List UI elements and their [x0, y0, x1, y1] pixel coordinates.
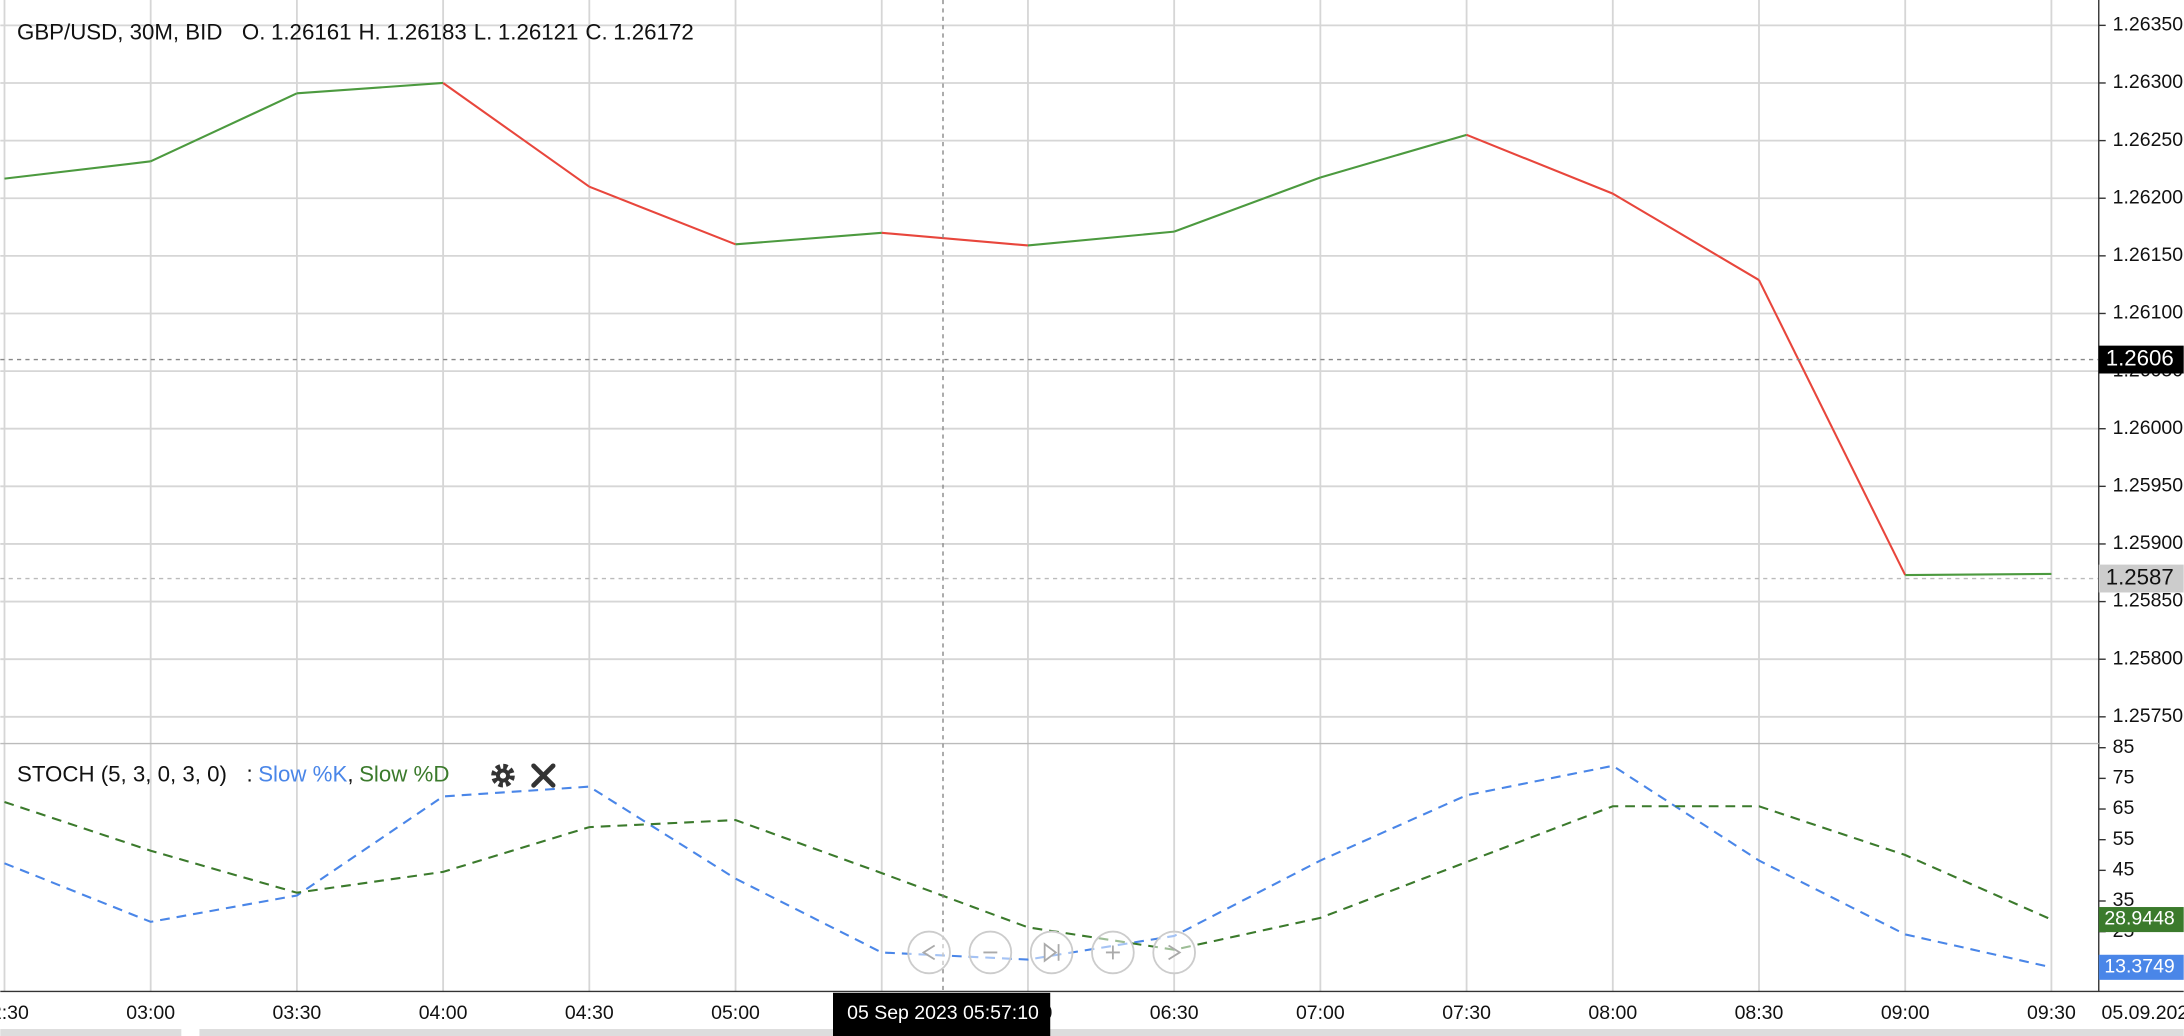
- x-tick-label: 05:00: [711, 1002, 760, 1024]
- scrollbar[interactable]: [0, 1029, 182, 1036]
- plot: [0, 81, 2099, 969]
- stoch-line: [4, 764, 2052, 969]
- y-tick-label: 85: [2113, 736, 2135, 758]
- scroll-left-button[interactable]: [907, 930, 951, 975]
- ohlc-value: 1.26161: [271, 19, 352, 44]
- gear-hole[interactable]: [499, 772, 507, 779]
- price-segment: [1758, 279, 1907, 576]
- y-tick-label: 1.26200: [2113, 186, 2184, 208]
- comma: ,: [347, 761, 353, 786]
- y-tick-label: 1.26150: [2113, 244, 2184, 266]
- ohlc-value: 1.26183: [386, 19, 467, 44]
- x-tick-label: 03:00: [126, 1002, 175, 1024]
- legend-entry: Slow %D: [359, 761, 449, 786]
- y-tick-label: 1.26300: [2113, 71, 2184, 93]
- price-segment: [1612, 192, 1760, 281]
- chart-header: GBP/USD, 30M, BID O. 1.26161 H. 1.26183 L. 1.2…: [17, 19, 694, 44]
- x-tick-label: 08:00: [1588, 1002, 1637, 1024]
- separator: :: [246, 761, 252, 786]
- date-label: 05.09.2023: [2102, 1002, 2184, 1024]
- price-segment: [735, 231, 882, 246]
- crosshair-time-box: [833, 992, 1051, 1036]
- price-segment: [4, 160, 151, 180]
- indicator-header: STOCH (5, 3, 0, 3, 0): Slow %K, Slow %D: [17, 761, 449, 786]
- close-button[interactable]: [531, 763, 556, 788]
- last-price-label: 1.2587: [2106, 564, 2174, 589]
- price-segment: [1466, 133, 1614, 195]
- x-tick-label: 09:30: [2027, 1002, 2076, 1024]
- crosshair-time-label: 05 Sep 2023 05:57:10: [847, 1002, 1039, 1024]
- x-tick-label: 02:30: [0, 1002, 29, 1024]
- x-tick-label: 06:30: [1150, 1002, 1199, 1024]
- last-value-label: 28.9448: [2104, 908, 2174, 930]
- crosshair-price-label: 1.2606: [2106, 345, 2174, 370]
- scroll-right-button[interactable]: [1152, 930, 1196, 975]
- price-segment: [1320, 133, 1467, 179]
- chart-title: GBP/USD, 30M, BID: [17, 19, 222, 44]
- ohlc-value: 1.26172: [613, 19, 694, 44]
- last-value-box: [2098, 954, 2184, 980]
- settings-button[interactable]: [491, 763, 515, 788]
- last-price-box: [2098, 564, 2184, 593]
- y-tick-label: 1.26000: [2113, 417, 2184, 439]
- y-tick-label: 1.25900: [2113, 532, 2184, 554]
- gear[interactable]: [491, 763, 515, 788]
- y-tick-label: 35: [2113, 889, 2135, 911]
- legend-entry: Slow %K: [258, 761, 347, 786]
- y-tick-label: 1.26100: [2113, 302, 2184, 324]
- x-tick-label: 07:00: [1296, 1002, 1345, 1024]
- price-segment: [1027, 230, 1175, 247]
- x-tick-label: 04:00: [419, 1002, 468, 1024]
- y-tick-label: 1.26250: [2113, 129, 2184, 151]
- indicator-title: STOCH (5, 3, 0, 3, 0): [17, 761, 227, 786]
- ohlc-label: L.: [474, 19, 493, 44]
- last-value-box: [2098, 907, 2184, 933]
- price-segment: [588, 185, 736, 246]
- grid: [0, 0, 2099, 992]
- crosshair-price-box: [2098, 345, 2184, 374]
- stoch-line: [4, 800, 2052, 951]
- y-tick-label: 65: [2113, 797, 2135, 819]
- ohlc-label: H.: [358, 19, 380, 44]
- scrollbar-track[interactable]: [199, 1029, 2184, 1036]
- axis-labels: 02:3003:0003:3004:0004:3005:0005:3006:00…: [0, 14, 2184, 1036]
- y-tick-label: 55: [2113, 828, 2135, 850]
- y-tick-label: 45: [2113, 858, 2135, 880]
- price-segment: [881, 231, 1029, 247]
- x-tick-label: 07:30: [1442, 1002, 1491, 1024]
- x-tick-label: 03:30: [273, 1002, 322, 1024]
- x-tick-label: 08:30: [1735, 1002, 1784, 1024]
- y-tick-label: 1.25950: [2113, 474, 2184, 496]
- reset-button[interactable]: [1029, 930, 1074, 975]
- price-segment: [1905, 572, 2052, 577]
- price-segment: [150, 92, 298, 163]
- navigation-buttons: [907, 930, 1196, 975]
- price-segment: [1173, 176, 1321, 233]
- nav-icons: [921, 942, 1182, 963]
- y-tick-label: 75: [2113, 767, 2135, 789]
- x-tick-label: 04:30: [565, 1002, 614, 1024]
- y-tick-label: 1.26350: [2113, 14, 2184, 36]
- ohlc-label: C.: [585, 19, 607, 44]
- y-tick-label: 1.25800: [2113, 647, 2184, 669]
- price-segment: [296, 81, 444, 95]
- y-tick-label: 1.25850: [2113, 590, 2184, 612]
- price-segment: [442, 82, 590, 188]
- ohlc-value: 1.26121: [498, 19, 579, 44]
- y-tick-label: 1.25750: [2113, 705, 2184, 727]
- ohlc-label: O.: [242, 19, 266, 44]
- last-value-label: 13.3749: [2104, 955, 2174, 977]
- x-tick-label: 09:00: [1881, 1002, 1930, 1024]
